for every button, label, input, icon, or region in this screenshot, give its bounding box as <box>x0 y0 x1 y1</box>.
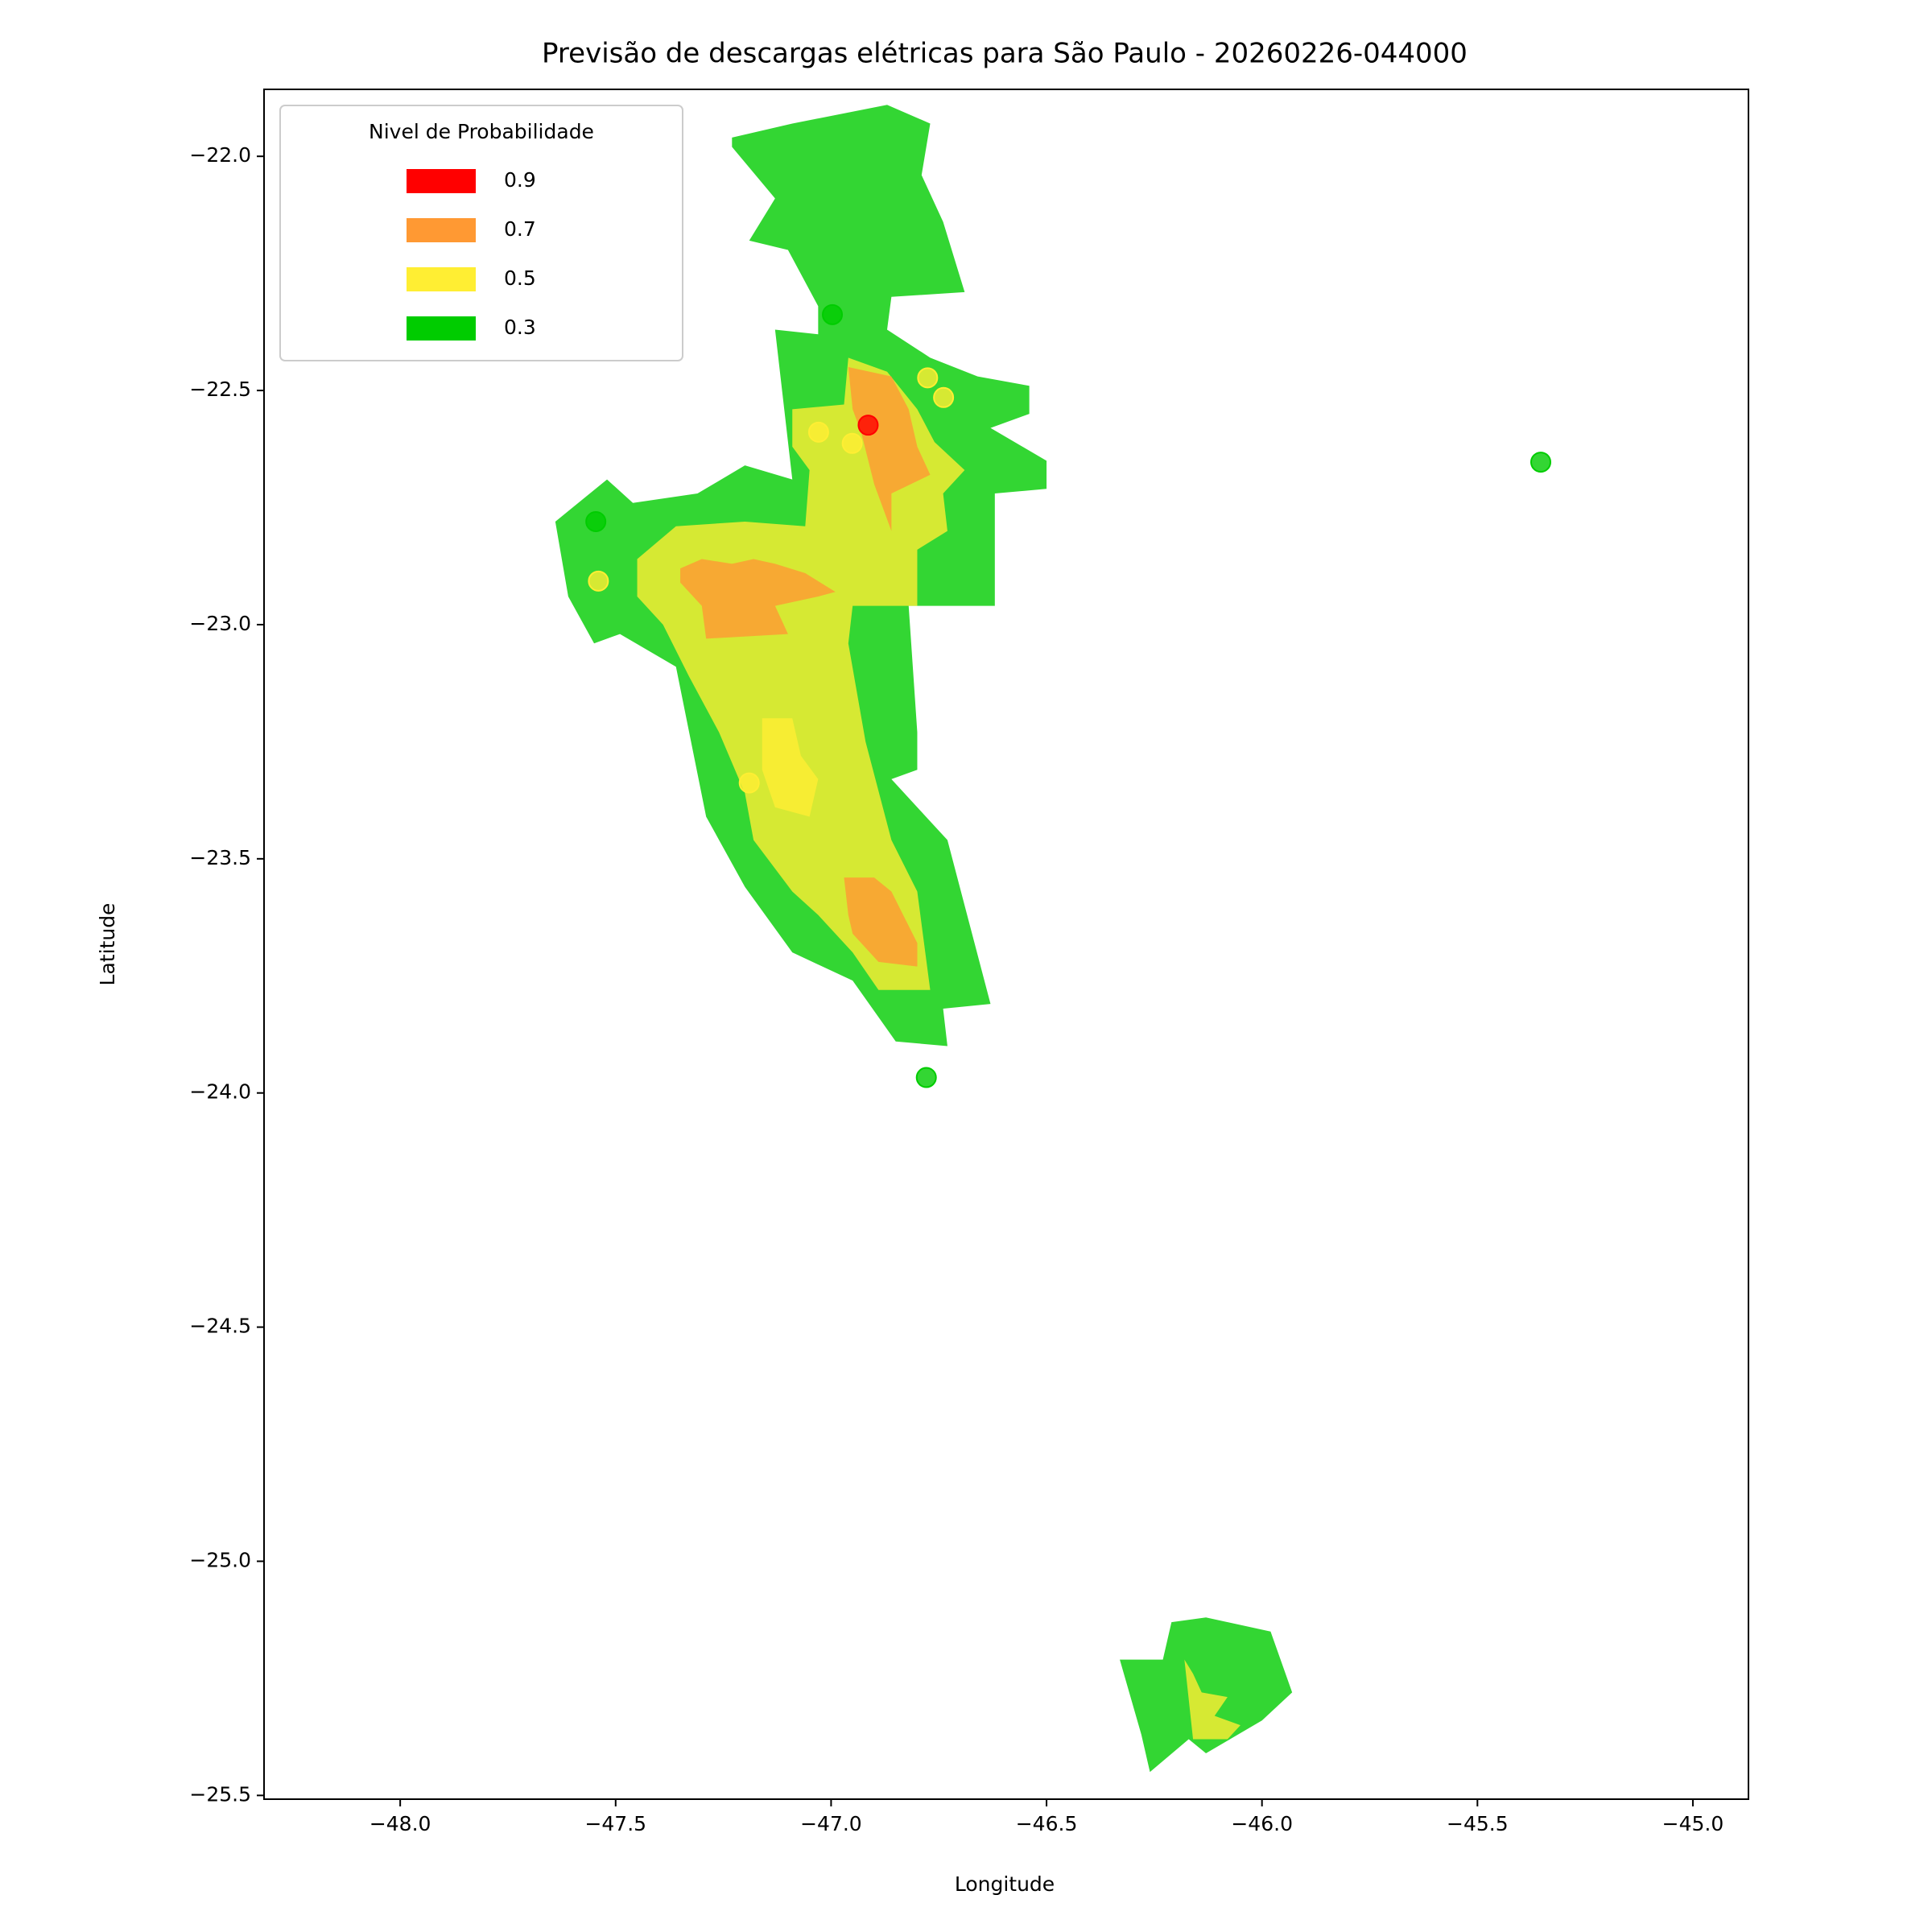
y-tick-label: −24.0 <box>189 1080 251 1104</box>
probability-point <box>585 510 607 532</box>
probability-point <box>933 386 955 408</box>
contour-region <box>680 559 836 639</box>
y-tick-label: −24.5 <box>189 1315 251 1338</box>
probability-point <box>822 303 844 325</box>
legend-swatch <box>407 169 476 193</box>
x-axis-label: Longitude <box>955 1872 1055 1896</box>
probability-point <box>588 570 609 592</box>
probability-point <box>1530 452 1552 473</box>
legend-label: 0.5 <box>504 266 536 290</box>
x-tick-label: −45.0 <box>1662 1812 1724 1835</box>
contour-region <box>848 366 931 531</box>
x-tick-label: −46.0 <box>1231 1812 1293 1835</box>
x-tick-label: −46.5 <box>1016 1812 1078 1835</box>
y-tick-label: −22.0 <box>189 143 251 167</box>
contour-region <box>762 718 819 817</box>
axes-frame <box>263 89 1749 1800</box>
probability-point <box>857 415 879 436</box>
y-tick-label: −22.5 <box>189 378 251 401</box>
y-tick-label: −25.0 <box>189 1548 251 1571</box>
y-tick-label: −23.0 <box>189 612 251 635</box>
contour-region <box>1184 1659 1241 1740</box>
contour-region <box>637 357 965 990</box>
contour-region <box>844 877 918 967</box>
legend-label: 0.9 <box>504 168 536 192</box>
probability-point <box>807 421 829 443</box>
legend-label: 0.3 <box>504 316 536 339</box>
legend-label: 0.7 <box>504 217 536 241</box>
legend-box <box>279 105 683 361</box>
x-tick-label: −47.0 <box>800 1812 862 1835</box>
y-axis-label: Latitude <box>96 903 119 986</box>
x-tick-label: −48.0 <box>369 1812 431 1835</box>
x-tick-label: −45.5 <box>1447 1812 1509 1835</box>
legend: Nivel de Probabilidade 0.9 0.7 0.5 0.3 <box>279 105 683 361</box>
probability-point <box>841 432 863 454</box>
y-tick-label: −23.5 <box>189 846 251 869</box>
y-tick-label: −25.5 <box>189 1782 251 1806</box>
probability-point <box>915 1067 937 1088</box>
probability-point <box>738 772 760 794</box>
legend-swatch <box>407 218 476 242</box>
plot-area <box>555 105 1552 1773</box>
probability-point <box>917 367 939 389</box>
x-tick-label: −47.5 <box>584 1812 646 1835</box>
legend-swatch <box>407 267 476 291</box>
chart-title: Previsão de descargas elétricas para São… <box>542 38 1468 70</box>
legend-title: Nivel de Probabilidade <box>369 120 594 143</box>
legend-swatch <box>407 316 476 341</box>
